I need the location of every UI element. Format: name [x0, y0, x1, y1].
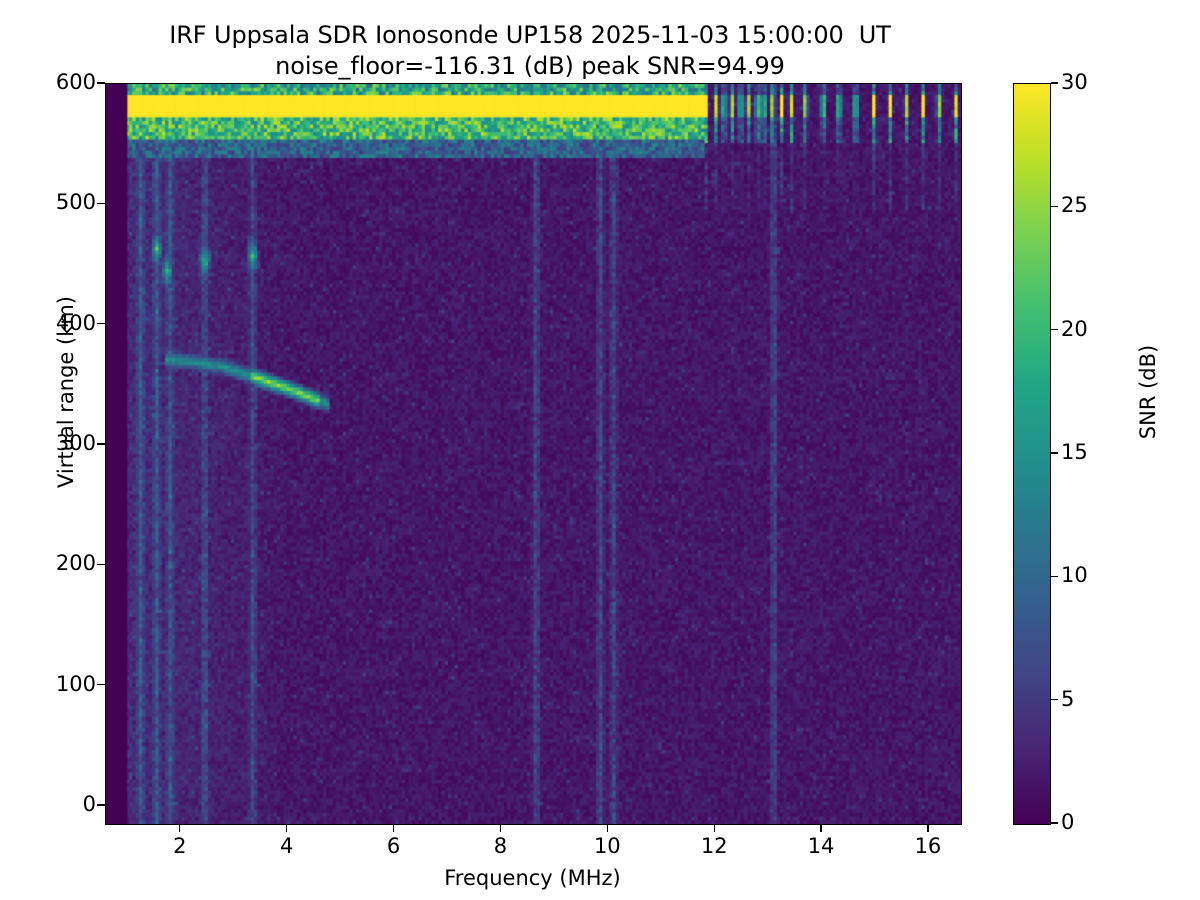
x-tick-label: 12 — [700, 834, 728, 858]
x-tick-mark — [820, 824, 822, 833]
y-tick-label: 300 — [55, 430, 96, 455]
x-tick-mark — [927, 824, 929, 833]
x-tick-mark — [286, 824, 288, 833]
colorbar-tick-label: 15 — [1061, 440, 1088, 464]
colorbar-tick-mark — [1050, 452, 1058, 454]
colorbar-tick-label: 10 — [1061, 563, 1088, 588]
x-tick-label: 4 — [280, 834, 294, 858]
y-tick-mark — [96, 443, 105, 445]
x-tick-mark — [179, 824, 181, 833]
colorbar-tick-label: 0 — [1061, 810, 1075, 834]
x-tick-mark — [499, 824, 502, 833]
colorbar-tick-label: 25 — [1061, 193, 1088, 218]
y-axis-label: Virtual range (km) — [54, 295, 78, 489]
colorbar — [1013, 83, 1051, 825]
y-tick-mark — [96, 684, 105, 686]
colorbar-tick-mark — [1050, 329, 1058, 331]
x-tick-mark — [606, 824, 608, 833]
x-tick-label: 2 — [173, 834, 187, 858]
colorbar-tick-mark — [1050, 575, 1058, 577]
y-tick-mark — [96, 82, 105, 84]
y-tick-label: 0 — [82, 791, 96, 816]
figure-title: IRF Uppsala SDR Ionosonde UP158 2025-11-… — [0, 20, 1060, 82]
x-axis-label: Frequency (MHz) — [444, 866, 621, 890]
x-tick-label: 10 — [593, 834, 621, 858]
y-tick-mark — [96, 323, 105, 325]
colorbar-tick-label: 20 — [1061, 316, 1088, 341]
y-tick-label: 200 — [55, 551, 96, 576]
colorbar-label: SNR (dB) — [1136, 344, 1160, 440]
x-tick-label: 16 — [914, 834, 942, 858]
x-tick-mark — [392, 824, 395, 833]
colorbar-tick-label: 30 — [1061, 70, 1088, 94]
colorbar-tick-label: 5 — [1061, 686, 1075, 711]
y-tick-mark — [96, 202, 105, 204]
y-tick-label: 100 — [55, 671, 96, 696]
ionogram-heatmap — [106, 84, 961, 824]
x-tick-mark — [713, 824, 715, 833]
colorbar-tick-mark — [1050, 822, 1058, 824]
x-tick-label: 8 — [493, 834, 508, 858]
y-tick-label: 500 — [55, 190, 96, 215]
colorbar-tick-mark — [1050, 82, 1058, 84]
y-tick-label: 400 — [55, 310, 96, 335]
x-tick-label: 6 — [386, 834, 401, 858]
title-line-1: IRF Uppsala SDR Ionosonde UP158 2025-11-… — [169, 21, 891, 49]
y-tick-label: 600 — [55, 70, 96, 94]
ionogram-plot-area — [105, 83, 962, 825]
y-tick-mark — [96, 563, 105, 565]
colorbar-tick-mark — [1050, 205, 1058, 207]
x-tick-label: 14 — [807, 834, 835, 858]
title-line-2: noise_floor=-116.31 (dB) peak SNR=94.99 — [275, 52, 785, 80]
y-tick-mark — [96, 804, 105, 806]
colorbar-gradient — [1014, 84, 1050, 824]
colorbar-tick-mark — [1050, 699, 1058, 701]
